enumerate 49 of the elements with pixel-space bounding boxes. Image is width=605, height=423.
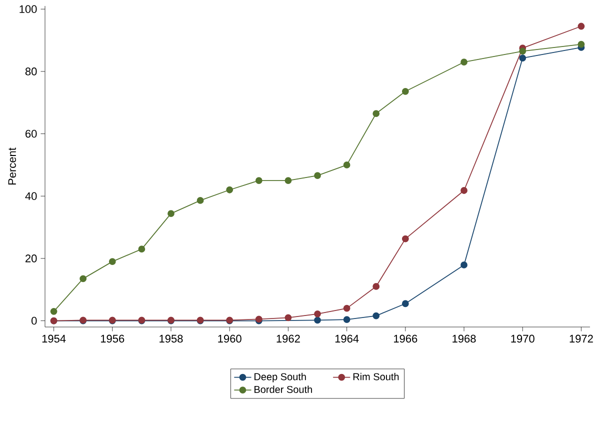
x-tick-label: 1956 bbox=[100, 334, 124, 343]
point bbox=[138, 246, 146, 253]
point bbox=[460, 58, 468, 66]
legend-label: Border South bbox=[254, 386, 312, 394]
point bbox=[314, 316, 321, 324]
point bbox=[343, 304, 350, 312]
point bbox=[402, 300, 409, 308]
x-tick-label: 1954 bbox=[42, 334, 66, 343]
point bbox=[372, 312, 380, 320]
point bbox=[284, 314, 292, 322]
point bbox=[343, 161, 350, 168]
point bbox=[519, 54, 526, 62]
point bbox=[226, 186, 234, 194]
x-tick-label: 1966 bbox=[394, 334, 418, 343]
x-tick-label: 1958 bbox=[160, 334, 183, 343]
x-tick-label: 1964 bbox=[335, 334, 359, 343]
point bbox=[578, 22, 585, 30]
x-tick-label: 1972 bbox=[570, 334, 593, 343]
point bbox=[460, 262, 468, 268]
point bbox=[372, 110, 380, 117]
legend-label: Deep South bbox=[254, 372, 306, 382]
point bbox=[314, 310, 321, 318]
point bbox=[314, 172, 321, 179]
point bbox=[284, 177, 292, 184]
x-tick-label: 1970 bbox=[511, 334, 534, 343]
point bbox=[255, 177, 262, 184]
y-tick-label: 100 bbox=[20, 5, 37, 14]
point bbox=[80, 275, 87, 282]
point bbox=[460, 187, 468, 194]
y-tick-label: 60 bbox=[26, 130, 37, 138]
y-tick-label: 40 bbox=[25, 192, 37, 200]
point bbox=[578, 40, 585, 48]
point bbox=[402, 235, 409, 242]
x-tick-label: 1960 bbox=[218, 334, 242, 343]
point bbox=[108, 258, 116, 265]
legend-label: Rim South bbox=[353, 372, 399, 380]
point bbox=[519, 48, 526, 55]
point bbox=[372, 283, 380, 290]
y-tick-label: 0 bbox=[32, 316, 37, 325]
y-axis-title: Percent bbox=[8, 148, 16, 185]
point bbox=[50, 308, 58, 315]
point bbox=[196, 197, 204, 204]
x-tick-label: 1968 bbox=[452, 334, 476, 343]
y-tick-label: 20 bbox=[26, 254, 37, 262]
x-tick-label: 1962 bbox=[276, 334, 300, 343]
point bbox=[343, 316, 350, 323]
point bbox=[402, 88, 409, 95]
y-tick-label: 80 bbox=[25, 68, 37, 76]
point bbox=[168, 210, 174, 218]
